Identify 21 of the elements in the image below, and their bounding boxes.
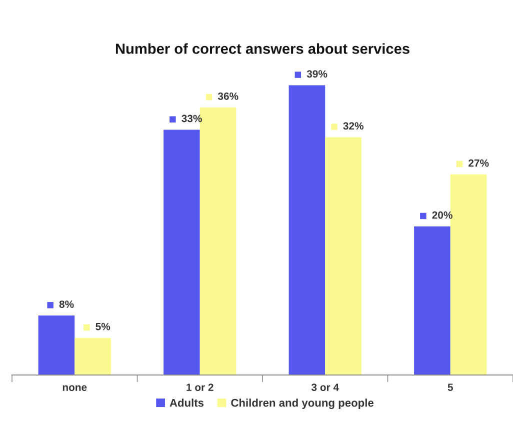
data-label: 36% bbox=[218, 92, 238, 100]
data-label: 8% bbox=[59, 300, 74, 308]
bar bbox=[325, 137, 362, 375]
data-label: 20% bbox=[432, 211, 452, 219]
x-tick-label: 1 or 2 bbox=[186, 384, 214, 391]
x-tick-label: 3 or 4 bbox=[311, 384, 339, 391]
chart-title: Number of correct answers about services bbox=[116, 43, 410, 54]
legend-label: Children and young people bbox=[231, 398, 374, 409]
x-tick-label: none bbox=[62, 385, 87, 391]
bar bbox=[38, 316, 75, 375]
data-label: 33% bbox=[182, 114, 202, 122]
data-label: 5% bbox=[96, 322, 110, 330]
x-tick-label: 5 bbox=[448, 384, 453, 391]
legend-label: Adults bbox=[170, 398, 204, 407]
data-label: 39% bbox=[306, 70, 328, 78]
bar bbox=[288, 85, 326, 375]
bar bbox=[74, 338, 111, 375]
data-label: 27% bbox=[468, 159, 489, 167]
data-label: 32% bbox=[343, 122, 364, 130]
bar bbox=[164, 130, 200, 375]
bar bbox=[414, 226, 450, 375]
